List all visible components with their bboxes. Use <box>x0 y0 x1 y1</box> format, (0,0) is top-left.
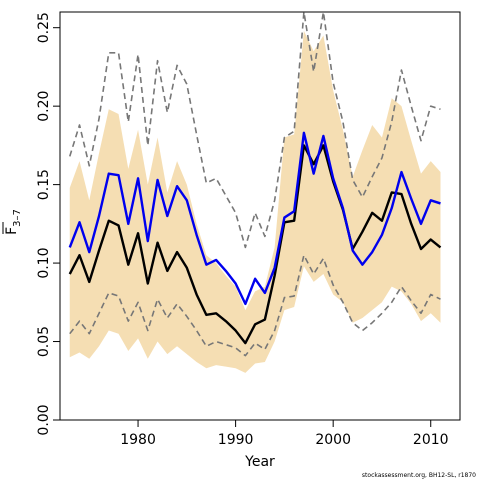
confidence-band <box>69 30 441 373</box>
x-axis-title: Year <box>244 454 275 470</box>
y-tick-label-0: 0.00 <box>36 404 52 435</box>
y-tick-label-3: 0.15 <box>36 169 52 200</box>
svg-text:F3–7: F3–7 <box>4 209 23 235</box>
series-line-0 <box>68 144 442 345</box>
x-axis: 1980 1990 2000 2010 <box>120 420 449 448</box>
x-tick-label-2: 2000 <box>315 432 351 448</box>
credit-text: stockassessment.org, BH12-SL, r1870 <box>362 472 476 479</box>
x-tick-label-1: 1990 <box>218 432 254 448</box>
y-tick-label-4: 0.20 <box>36 91 52 122</box>
y-tick-label-1: 0.05 <box>36 326 52 357</box>
series-layer <box>68 11 442 357</box>
plot-area <box>68 11 442 373</box>
x-tick-label-0: 1980 <box>120 432 156 448</box>
series-line-3 <box>68 11 441 249</box>
plot-frame <box>59 11 461 421</box>
y-axis-title-sub: 3–7 <box>12 209 23 227</box>
series-line-2 <box>69 254 441 357</box>
y-axis: 0.00 0.05 0.10 0.15 0.20 0.25 <box>36 12 60 436</box>
y-axis-title: F3–7 <box>2 209 23 235</box>
x-tick-label-3: 2010 <box>413 432 449 448</box>
y-tick-label-2: 0.10 <box>36 247 52 278</box>
y-axis-title-main: F <box>4 227 20 235</box>
y-tick-label-5: 0.25 <box>36 12 52 43</box>
series-line-1 <box>68 131 441 306</box>
